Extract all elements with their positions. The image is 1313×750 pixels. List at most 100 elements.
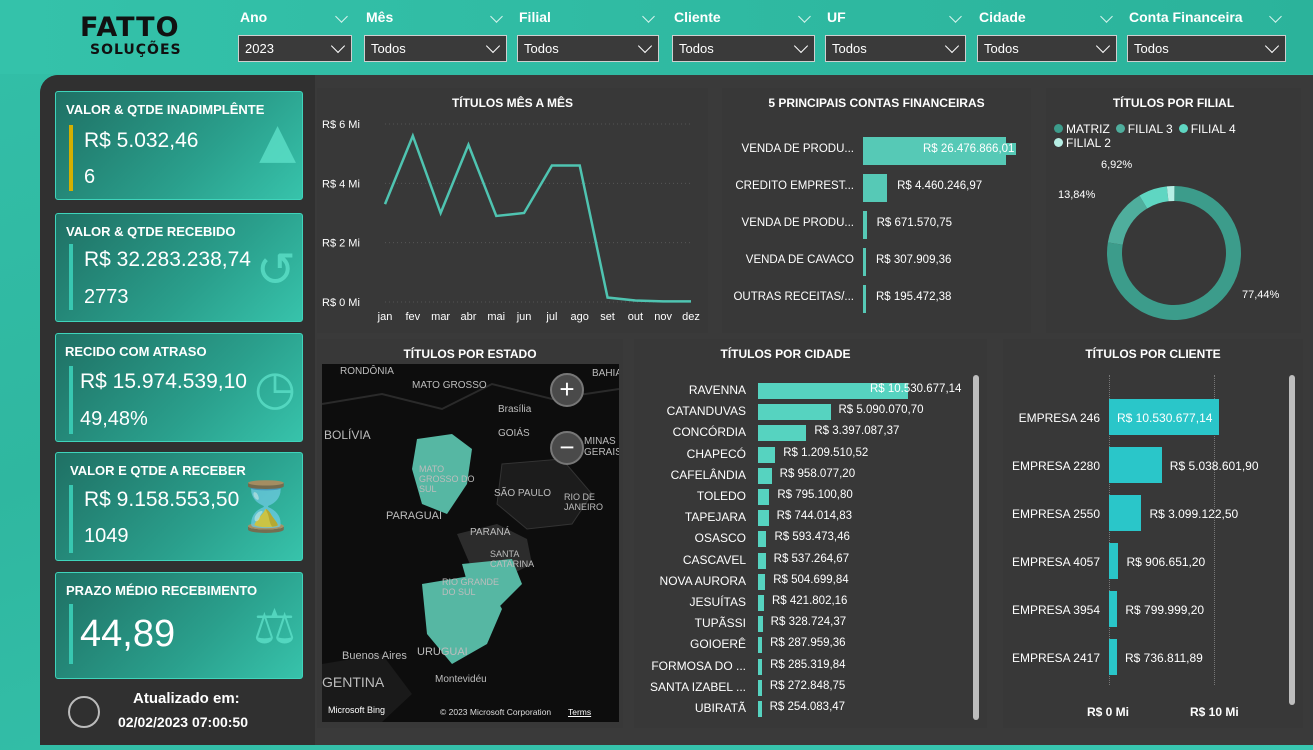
- bar[interactable]: [758, 446, 776, 463]
- bar[interactable]: [863, 248, 866, 276]
- kpi-prazo[interactable]: PRAZO MÉDIO RECEBIMENTO 44,89 ⚖: [55, 572, 303, 679]
- bar[interactable]: [758, 573, 766, 590]
- kpi-recebido[interactable]: VALOR & QTDE RECEBIDO R$ 32.283.238,74 2…: [55, 213, 303, 322]
- filter-value: Todos: [832, 41, 867, 56]
- legend-item[interactable]: FILIAL 4: [1178, 122, 1236, 136]
- bar[interactable]: [863, 211, 867, 239]
- bar[interactable]: [758, 595, 764, 611]
- bar[interactable]: [758, 467, 772, 484]
- map-label: SANTA CATARINA: [490, 549, 535, 569]
- kpi-atraso[interactable]: RECIDO COM ATRASO R$ 15.974.539,10 49,48…: [55, 333, 303, 442]
- state-ms: [412, 434, 472, 514]
- donut-slice[interactable]: [1107, 195, 1148, 245]
- kpi-value: R$ 15.974.539,10: [80, 370, 247, 393]
- filter-select-uf[interactable]: Todos: [825, 35, 966, 62]
- zoom-out-button[interactable]: −: [550, 431, 584, 465]
- kpi-qty: 49,48%: [80, 408, 148, 430]
- scrollbar[interactable]: [973, 375, 979, 720]
- bar[interactable]: [758, 383, 908, 399]
- map-label: Brasília: [498, 404, 532, 415]
- data-label: R$ 799.999,20: [1125, 603, 1205, 617]
- map[interactable]: RONDÔNIA MATO GROSSO BAHIA Brasília GOIÁ…: [322, 364, 619, 722]
- state-rs: [422, 574, 502, 664]
- panel-filial: TÍTULOS POR FILIAL MATRIZ FILIAL 3 FILIAL …: [1046, 88, 1301, 333]
- map-terms-link[interactable]: Terms: [568, 707, 592, 717]
- filter-label: Conta Financeira: [1129, 9, 1243, 25]
- bar[interactable]: [758, 489, 770, 505]
- bar[interactable]: [758, 510, 769, 527]
- gridline: [1214, 375, 1215, 685]
- bar[interactable]: [758, 679, 762, 696]
- bar[interactable]: [758, 658, 763, 675]
- updated-label: Atualizado em:: [133, 690, 240, 707]
- kpi-value: R$ 9.158.553,50: [84, 488, 240, 511]
- bar[interactable]: [863, 285, 866, 313]
- bar[interactable]: [758, 404, 831, 421]
- filter-label: Mês: [366, 9, 394, 25]
- filter-select-cliente[interactable]: Todos: [672, 35, 815, 62]
- logo-line2: SOLUÇÕES: [90, 42, 182, 58]
- bar[interactable]: [758, 701, 762, 717]
- kpi-a-receber[interactable]: VALOR E QTDE A RECEBER R$ 9.158.553,50 1…: [55, 452, 303, 561]
- city-label: NOVA AURORA: [659, 573, 746, 588]
- map-label: MINAS GERAIS: [584, 436, 619, 458]
- bar[interactable]: [758, 425, 807, 442]
- bar[interactable]: [758, 616, 763, 633]
- kpi-inadimplente[interactable]: VALOR & QTDE INADIMPLÊNTE R$ 5.032,46 6 …: [55, 91, 303, 200]
- series-line[interactable]: [383, 132, 691, 303]
- bar[interactable]: [758, 552, 766, 569]
- line-chart[interactable]: R$ 0 Mi R$ 2 Mi R$ 4 Mi R$ 6 Mi jan fev mar abr…: [317, 88, 708, 333]
- x-tick-label: mar: [431, 311, 450, 323]
- bar[interactable]: [758, 531, 767, 548]
- x-tick-label: R$ 10 Mi: [1190, 705, 1239, 719]
- bar[interactable]: [1109, 399, 1220, 435]
- filter-select-mes[interactable]: Todos: [364, 35, 507, 62]
- category-label: VENDA DE PRODU...: [741, 217, 854, 229]
- data-label: R$ 537.264,67: [771, 552, 852, 565]
- panel-contas-financeiras: 5 PRINCIPAIS CONTAS FINANCEIRAS VENDA DE…: [722, 88, 1031, 333]
- donut-slice[interactable]: [1139, 186, 1169, 209]
- bar[interactable]: [1109, 543, 1119, 579]
- data-label: R$ 307.909,36: [874, 254, 954, 266]
- y-tick-label: R$ 0 Mi: [322, 297, 360, 309]
- zoom-in-button[interactable]: +: [550, 373, 584, 407]
- slice-label: 6,92%: [1101, 159, 1132, 171]
- category-label: VENDA DE PRODU...: [741, 143, 854, 155]
- panel-cliente: TÍTULOS POR CLIENTE EMPRESA 246 R$ 10.530…: [1003, 339, 1303, 728]
- legend-item[interactable]: FILIAL 2: [1054, 136, 1111, 150]
- donut-chart[interactable]: 77,44% 13,84% 6,92%: [1046, 88, 1301, 333]
- map-label: GENTINA: [322, 674, 385, 690]
- panel-cidade: TÍTULOS POR CIDADE RAVENNA R$ 10.530.677,…: [634, 339, 987, 728]
- kpi-accent-bar: [69, 366, 73, 434]
- filter-select-ano[interactable]: 2023: [238, 35, 352, 62]
- filter-label: Filial: [519, 9, 551, 25]
- dropdown-icon: [944, 38, 960, 54]
- donut-slice[interactable]: [1166, 186, 1175, 202]
- city-label: CASCAVEL: [682, 552, 746, 567]
- data-label: R$ 744.014,83: [774, 510, 855, 523]
- last-updated: Atualizado em: 02/02/2023 07:00:50: [68, 690, 303, 735]
- filter-value: Todos: [1134, 41, 1169, 56]
- bar[interactable]: [1109, 447, 1162, 483]
- data-label: R$ 504.699,84: [771, 573, 851, 586]
- bar[interactable]: [1109, 591, 1118, 627]
- bar[interactable]: [1109, 495, 1142, 531]
- bar[interactable]: [758, 637, 763, 654]
- x-tick-label: dez: [682, 311, 700, 323]
- scrollbar[interactable]: [1289, 375, 1295, 705]
- bar[interactable]: [1109, 639, 1117, 675]
- kpi-accent-bar: [69, 485, 73, 553]
- city-label: FORMOSA DO ...: [651, 658, 746, 673]
- filter-label: UF: [827, 9, 846, 25]
- dropdown-icon: [1264, 38, 1280, 54]
- filter-select-conta[interactable]: Todos: [1127, 35, 1286, 62]
- legend-item[interactable]: MATRIZ: [1054, 122, 1110, 136]
- data-label: R$ 287.959,36: [768, 637, 848, 650]
- bar[interactable]: [863, 174, 888, 202]
- kpi-accent-bar: [69, 125, 73, 191]
- filter-select-filial[interactable]: Todos: [517, 35, 659, 62]
- warning-icon: ▲: [259, 113, 296, 169]
- dropdown-icon: [485, 38, 501, 54]
- legend-item[interactable]: FILIAL 3: [1115, 122, 1173, 136]
- filter-select-cidade[interactable]: Todos: [977, 35, 1117, 62]
